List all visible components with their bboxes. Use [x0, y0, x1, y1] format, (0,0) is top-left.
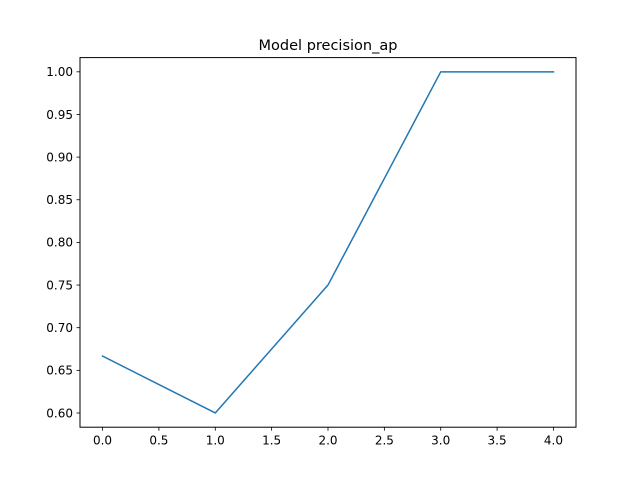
- x-tick-label: 2.5: [375, 434, 394, 448]
- y-tick-label: 0.65: [46, 364, 73, 378]
- x-tick-label: 3.0: [431, 434, 450, 448]
- y-tick-label: 0.90: [46, 150, 73, 164]
- x-tick-label: 1.5: [262, 434, 281, 448]
- x-tick-label: 3.5: [488, 434, 507, 448]
- y-tick-label: 0.80: [46, 236, 73, 250]
- y-tick-label: 0.70: [46, 321, 73, 335]
- x-tick-label: 1.0: [206, 434, 225, 448]
- x-tick-label: 0.5: [149, 434, 168, 448]
- y-tick-label: 0.95: [46, 108, 73, 122]
- x-tick-label: 0.0: [93, 434, 112, 448]
- x-tick-label: 2.0: [318, 434, 337, 448]
- y-tick-label: 1.00: [46, 65, 73, 79]
- x-tick-label: 4.0: [544, 434, 563, 448]
- chart-title: Model precision_ap: [259, 38, 398, 54]
- y-tick-label: 0.85: [46, 193, 73, 207]
- axes-frame: [79, 57, 577, 428]
- series-layer: [101, 71, 555, 414]
- y-tick-label: 0.60: [46, 406, 73, 420]
- axis-ticks: 0.0 0.5 1.0 1.5 2.0 2.5 3.0 3.5 4.0 0.60 0.65 0.70 0…: [46, 65, 563, 448]
- series-line: [101, 71, 555, 414]
- y-tick-label: 0.75: [46, 278, 73, 292]
